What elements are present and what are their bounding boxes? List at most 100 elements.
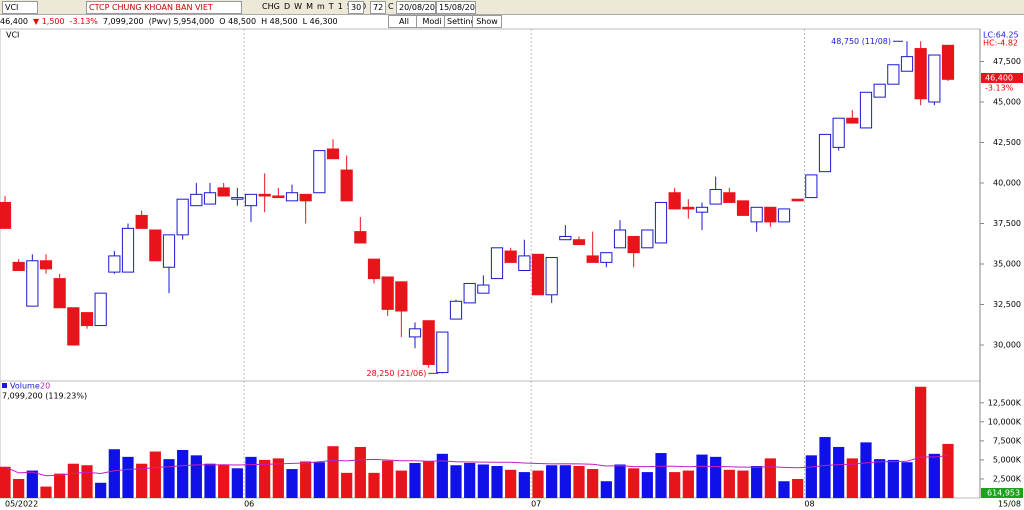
volume-bar <box>0 466 11 498</box>
candle-body <box>299 193 312 202</box>
candle-body <box>340 169 353 202</box>
volume-bar <box>915 386 927 498</box>
volume-bar <box>354 446 366 498</box>
candle-body <box>12 261 25 271</box>
info-open: O 48,500 <box>219 17 257 26</box>
period-button[interactable]: D <box>284 2 291 11</box>
candle-body <box>0 201 12 229</box>
volume-bar <box>395 470 407 498</box>
volume-bar <box>450 465 462 498</box>
y-tick-label: 32,500 <box>993 300 1021 309</box>
date-to[interactable]: 15/08/20 <box>436 1 476 14</box>
last-pct: -3.13% <box>985 84 1014 93</box>
volume-bar <box>874 459 886 498</box>
chg[interactable]: CHG <box>262 2 280 11</box>
volume-bar <box>860 442 872 498</box>
candle-body <box>244 193 258 207</box>
y-tick-label: 40,000 <box>993 179 1021 188</box>
volume-bar <box>805 455 817 498</box>
last-volume: 614,953 <box>987 489 1020 498</box>
candle-body <box>108 255 121 273</box>
candle-body <box>203 192 217 205</box>
candle-body <box>217 187 230 197</box>
candle-body <box>477 284 490 294</box>
period-button[interactable]: m <box>317 2 325 11</box>
volume-bar <box>218 464 230 498</box>
volume-bar <box>641 472 653 498</box>
period-button[interactable]: 1 <box>337 2 343 11</box>
volume-bar <box>682 470 694 498</box>
candle-body <box>436 331 449 374</box>
candle-body <box>135 214 148 229</box>
y-tick-label: 7,500K <box>993 436 1022 445</box>
candle-body <box>395 281 408 312</box>
info-pwv: (Pwv) 5,954,000 <box>148 17 215 26</box>
company-box: CTCP CHUNG KHOAN BAN VIET <box>86 1 242 14</box>
candle-body <box>777 208 791 223</box>
candle-body <box>121 227 135 273</box>
volume-bar <box>942 443 954 498</box>
symbol-box[interactable]: VCI <box>2 1 38 14</box>
c-button[interactable]: C <box>388 2 394 11</box>
last-price: 46,400 <box>985 74 1013 83</box>
count-a[interactable]: 30 <box>348 1 365 14</box>
volume-bar <box>245 456 257 498</box>
candle-body <box>162 234 176 268</box>
candle-body <box>176 198 189 236</box>
button[interactable]: All <box>388 15 420 28</box>
candle-body <box>791 198 804 202</box>
volume-bar <box>286 469 298 498</box>
info-change: ▼ 1,500 <box>33 17 65 26</box>
candle-body <box>654 201 668 244</box>
period-button[interactable]: T <box>328 2 334 11</box>
candle-body <box>449 300 463 320</box>
lc-label: LC:64.25 <box>983 31 1019 40</box>
candle-body <box>367 258 381 280</box>
volume-bar <box>628 468 640 498</box>
candle-body <box>818 133 832 173</box>
button[interactable]: Show <box>472 15 502 28</box>
hc-label: HC:-4.82 <box>983 39 1018 48</box>
volume-bar <box>313 462 325 498</box>
ma-line <box>4 455 949 477</box>
volume-bar <box>177 450 189 498</box>
volume-bar <box>792 478 804 498</box>
volume-bar <box>600 481 612 498</box>
price-frame <box>0 28 981 382</box>
volume-bar <box>382 460 394 498</box>
volume-bar <box>710 456 722 498</box>
candle-body <box>682 206 695 210</box>
candle-body <box>53 278 66 309</box>
candle-body <box>887 64 900 85</box>
candle-body <box>80 312 94 327</box>
candle-body <box>26 260 39 307</box>
candle-body <box>67 307 80 346</box>
count-b[interactable]: 72 <box>370 1 387 14</box>
candle-body <box>39 260 53 270</box>
volume-bar <box>464 462 476 498</box>
volume-bar <box>669 472 681 498</box>
volume-bar <box>136 463 148 498</box>
candle-body <box>463 282 476 304</box>
candle-body <box>518 255 531 271</box>
period-button[interactable]: M <box>306 2 313 11</box>
volume-bar <box>300 461 312 498</box>
candle-body <box>408 328 422 338</box>
x-tick-label: 08 <box>804 500 814 509</box>
candle-body <box>326 148 340 160</box>
volume-bar <box>819 437 831 498</box>
low-annotation: 28,250 (21/06) <box>366 369 426 378</box>
date-from[interactable]: 20/08/20 <box>396 1 436 14</box>
candle-body <box>545 257 558 296</box>
candle-body <box>504 250 517 263</box>
candle-body <box>231 197 244 200</box>
volume-bar <box>368 472 380 498</box>
candle-body <box>285 192 299 202</box>
info-pct: -3.13% <box>69 17 98 26</box>
y-tick-label: 30,000 <box>993 341 1021 350</box>
candle-body <box>149 229 162 262</box>
period-button[interactable]: W <box>294 2 303 11</box>
volume-bar <box>95 482 107 498</box>
candle-body <box>941 44 955 80</box>
candle-body <box>531 253 545 296</box>
